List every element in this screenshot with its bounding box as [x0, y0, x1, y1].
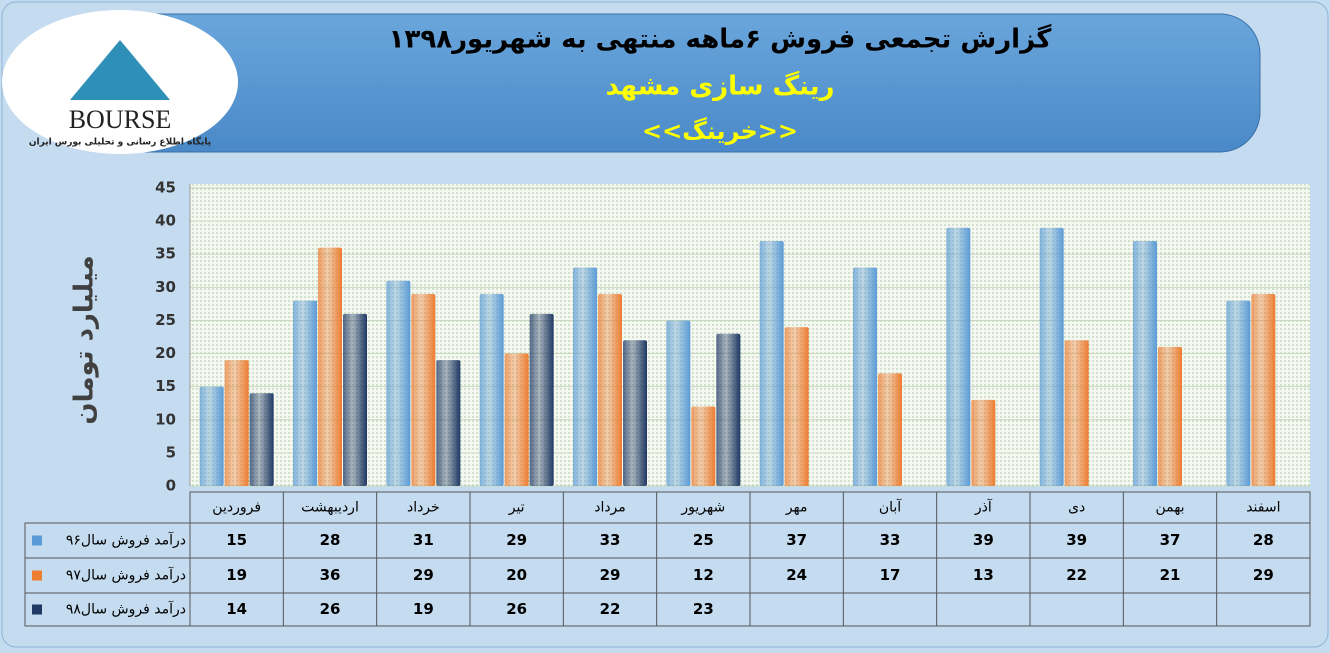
x-tick-label: بهمن: [1155, 500, 1184, 516]
table-value: 26: [320, 600, 341, 618]
table-value: 37: [786, 531, 807, 549]
table-value: 19: [413, 600, 434, 618]
x-tick-label: اردیبهشت: [301, 500, 359, 516]
table-value: 33: [880, 531, 901, 549]
plot-area: [190, 184, 1310, 486]
bar: [1064, 340, 1089, 486]
x-tick-label: دی: [1068, 500, 1085, 516]
legend-label: درآمد فروش سال۹۷: [66, 567, 186, 584]
y-tick-label: 0: [166, 477, 176, 495]
y-tick-label: 25: [155, 311, 176, 329]
logo-name: BOURSE: [69, 105, 172, 134]
bar: [318, 247, 342, 486]
chart-title: گزارش تجمعی فروش ۶ماهه منتهی به شهریور۱۳…: [389, 24, 1053, 55]
logo-shape: [70, 40, 170, 100]
bar: [691, 406, 716, 486]
bar: [1158, 346, 1182, 486]
table-value: 12: [693, 566, 714, 584]
bar: [878, 373, 902, 486]
y-axis-label: میلیارد تومان: [70, 255, 100, 424]
x-tick-label: اسفند: [1246, 500, 1280, 516]
bar: [199, 386, 224, 486]
table-value: 39: [1066, 531, 1087, 549]
table-value: 36: [320, 566, 341, 584]
bar: [293, 300, 317, 486]
bar: [386, 280, 411, 486]
legend-swatch: [32, 604, 42, 615]
x-tick-label: مرداد: [594, 500, 626, 516]
y-tick-label: 15: [155, 377, 176, 395]
table-value: 24: [786, 566, 807, 584]
bar: [623, 340, 647, 486]
table-value: 28: [1253, 531, 1274, 549]
table-value: 17: [880, 566, 901, 584]
y-tick-label: 40: [155, 212, 176, 230]
table-value: 28: [320, 531, 341, 549]
x-tick-label: فروردین: [212, 500, 261, 516]
table-value: 29: [413, 566, 434, 584]
table-value: 29: [506, 531, 527, 549]
bar: [946, 227, 971, 486]
table-value: 21: [1160, 566, 1181, 584]
x-tick-label: خرداد: [407, 500, 440, 516]
bar: [716, 333, 741, 486]
table-value: 14: [226, 600, 247, 618]
chart-subtitle: <<خرینگ>>: [642, 117, 798, 145]
table-value: 20: [506, 566, 527, 584]
table-value: 15: [226, 531, 247, 549]
table-value: 13: [973, 566, 994, 584]
bar: [1226, 300, 1251, 486]
bar: [853, 267, 877, 486]
x-tick-label: آبان: [879, 499, 902, 516]
table-value: 23: [693, 600, 714, 618]
y-tick-label: 30: [155, 278, 176, 296]
legend-label: درآمد فروش سال۹۸: [66, 601, 186, 618]
bar: [598, 293, 622, 486]
x-tick-label: تیر: [508, 500, 525, 516]
table-value: 33: [600, 531, 621, 549]
bar: [529, 313, 554, 486]
table-value: 26: [506, 600, 527, 618]
table-value: 31: [413, 531, 434, 549]
bar: [411, 293, 436, 486]
table-value: 37: [1160, 531, 1181, 549]
chart-subtitle: رینگ سازی مشهد: [606, 71, 835, 102]
bar: [1039, 227, 1064, 486]
y-tick-label: 45: [155, 179, 176, 197]
table-value: 19: [226, 566, 247, 584]
bar: [504, 353, 529, 486]
x-tick-label: مهر: [785, 500, 808, 516]
bar: [759, 240, 784, 486]
bar: [224, 360, 249, 486]
y-tick-label: 10: [155, 410, 176, 428]
bar: [1251, 293, 1276, 486]
bar: [784, 327, 809, 486]
bar: [249, 393, 274, 486]
x-tick-label: آذر: [974, 499, 993, 516]
bar: [479, 293, 504, 486]
bar: [666, 320, 691, 486]
table-value: 22: [600, 600, 621, 618]
bar: [436, 360, 461, 486]
table-value: 29: [600, 566, 621, 584]
legend-swatch: [32, 535, 42, 546]
bar: [573, 267, 597, 486]
table-value: 39: [973, 531, 994, 549]
y-tick-label: 5: [166, 443, 176, 461]
x-tick-label: شهریور: [680, 500, 725, 516]
y-tick-label: 20: [155, 344, 176, 362]
table-value: 22: [1066, 566, 1087, 584]
table-value: 25: [693, 531, 714, 549]
legend-label: درآمد فروش سال۹۶: [66, 532, 186, 549]
legend-swatch: [32, 570, 42, 581]
bar: [343, 313, 367, 486]
y-tick-label: 35: [155, 245, 176, 263]
bar: [1133, 240, 1157, 486]
bar: [971, 399, 996, 486]
table-value: 29: [1253, 566, 1274, 584]
logo-tagline: پایگاه اطلاع رسانی و تحلیلی بورس ایران: [29, 136, 211, 148]
